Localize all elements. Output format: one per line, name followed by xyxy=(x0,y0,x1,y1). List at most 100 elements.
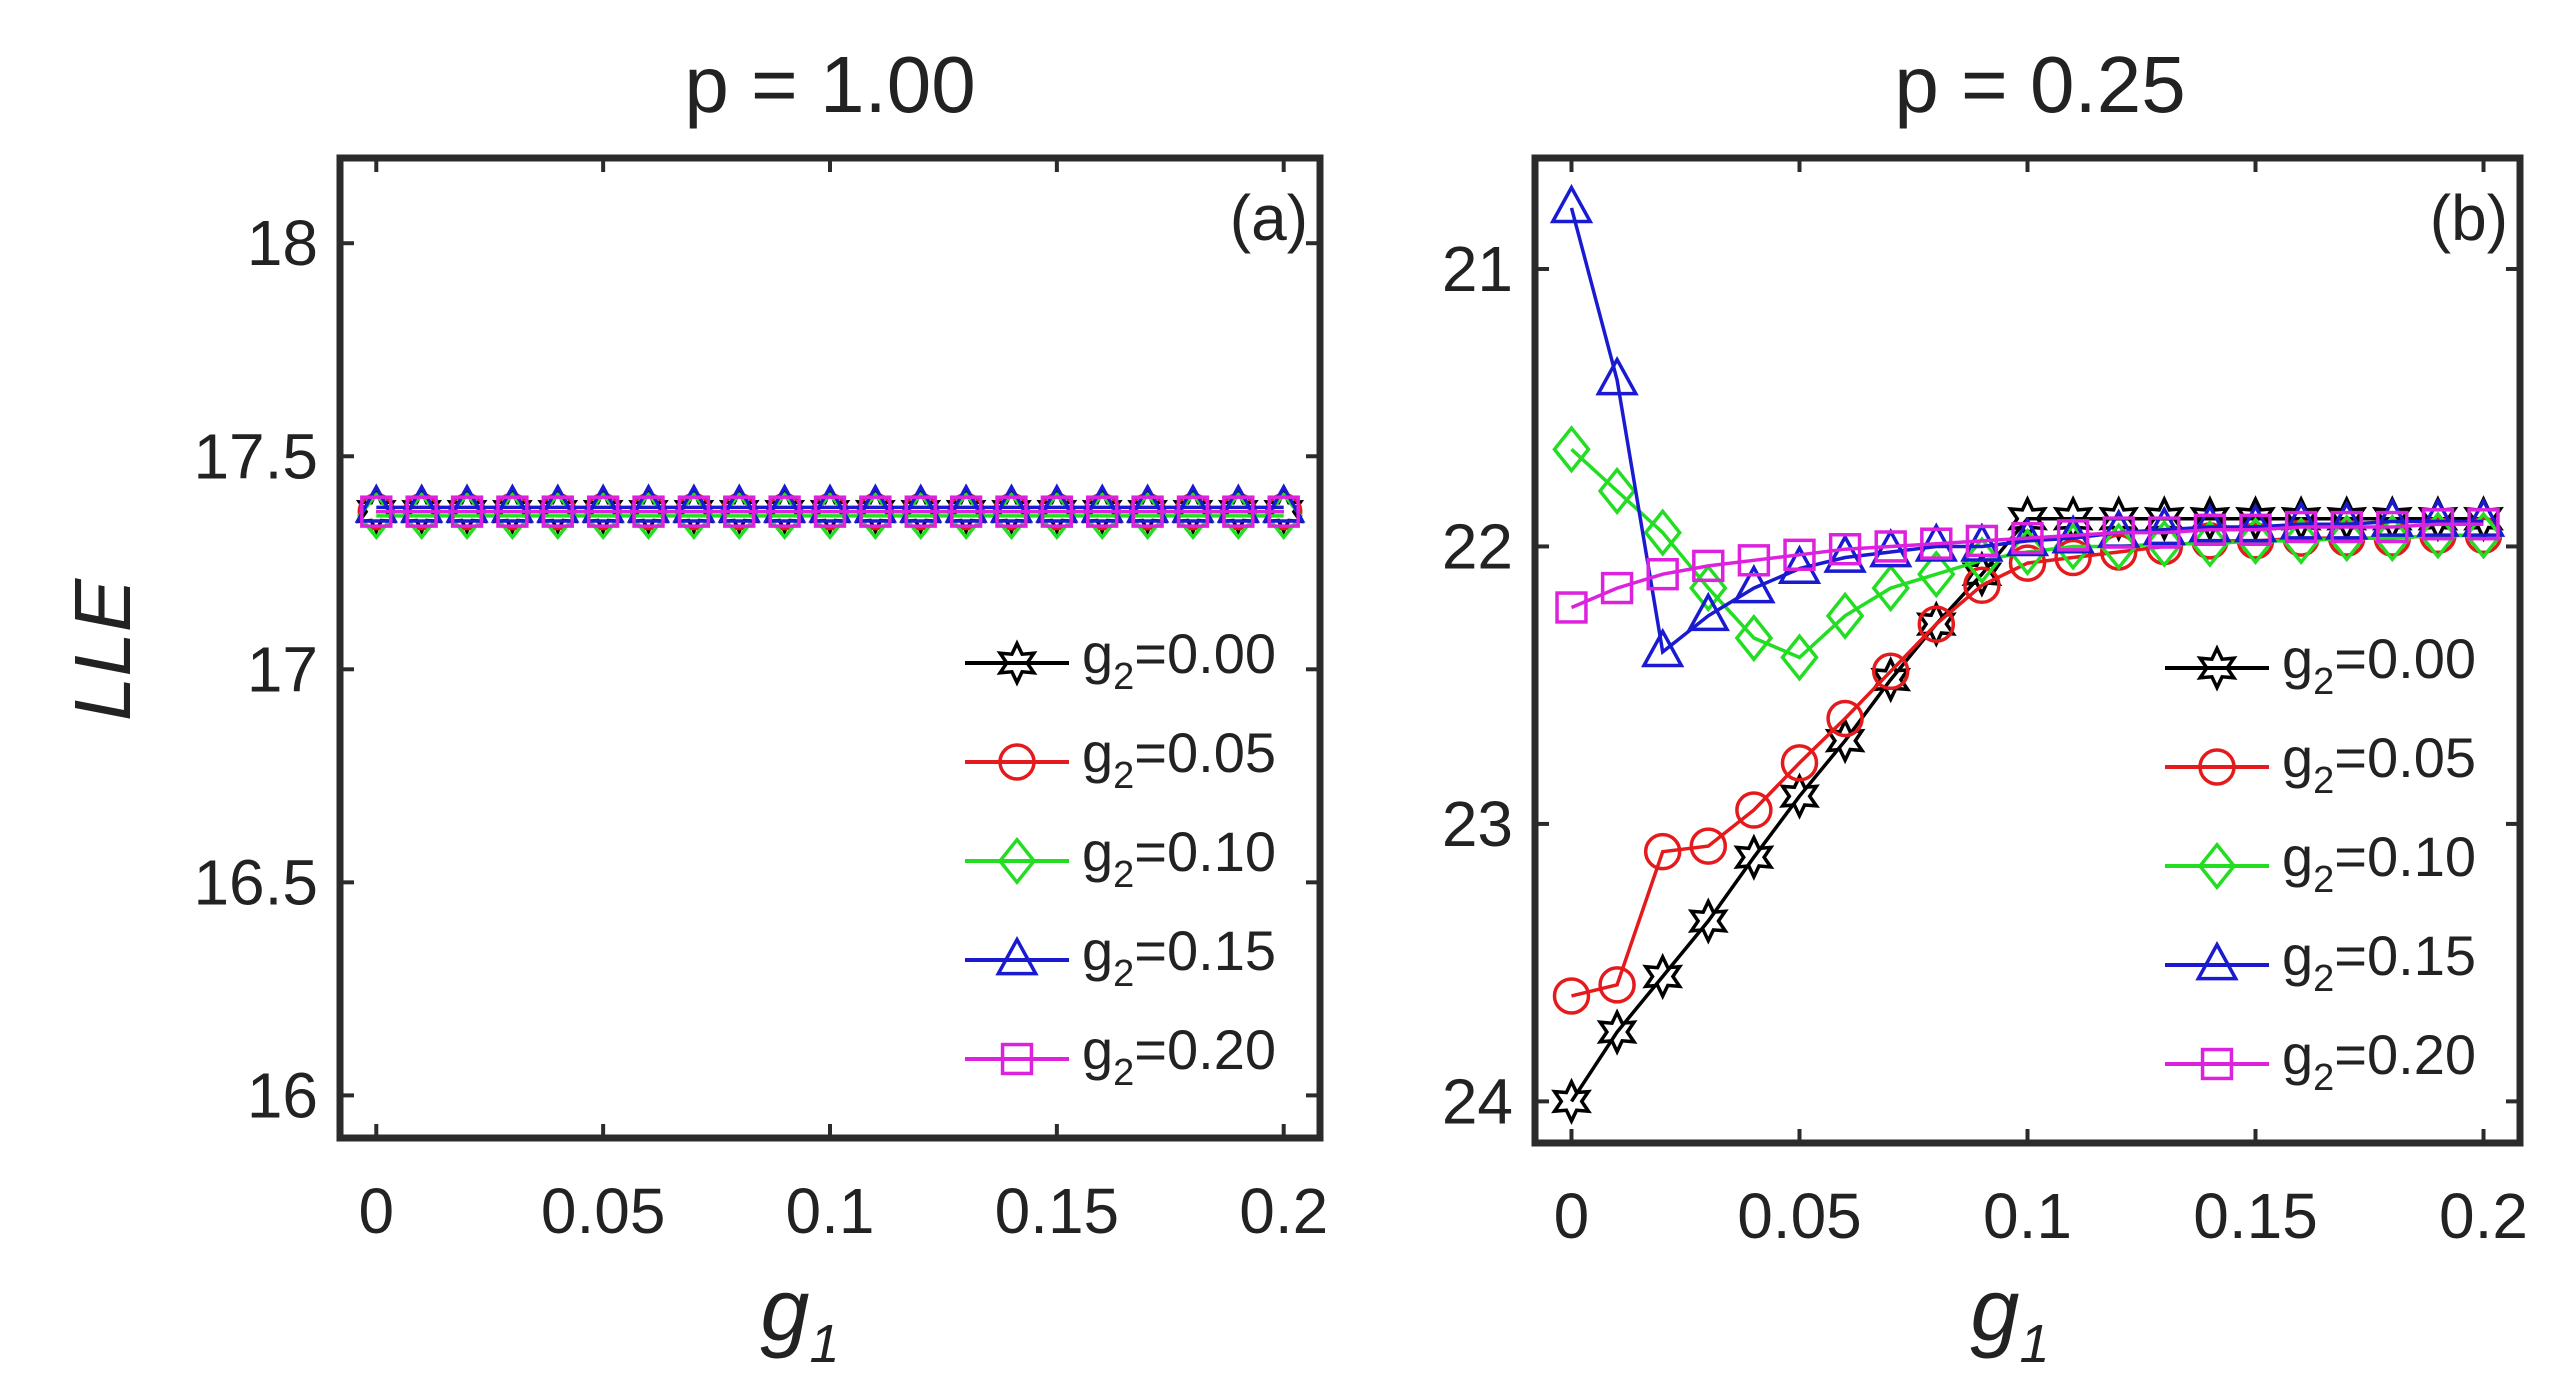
b-data-point xyxy=(2325,500,2369,540)
b-data-point xyxy=(1687,897,1729,945)
b-legend-label-main: g xyxy=(2282,924,2313,987)
a-data-point xyxy=(1035,483,1079,523)
a-legend-marker xyxy=(998,743,1036,781)
b-legend-label-main: g xyxy=(2282,825,2313,888)
b-data-point xyxy=(2376,510,2409,544)
a-xtick-label: 0.05 xyxy=(541,1175,666,1247)
b-data-point xyxy=(1598,966,1636,1004)
a-data-point xyxy=(764,488,806,536)
a-data-point xyxy=(899,483,943,523)
b-data-point xyxy=(2236,516,2275,565)
a-data-point xyxy=(537,488,579,536)
b-data-point xyxy=(1595,355,1639,396)
b-ytick-label: 21 xyxy=(1442,233,1513,305)
a-ytick-label: 16 xyxy=(247,1059,318,1131)
b-data-point xyxy=(1825,591,1865,640)
b-legend-marker xyxy=(2198,748,2236,786)
a-data-point xyxy=(536,483,580,523)
a-xtick-label: 0.15 xyxy=(995,1175,1120,1247)
b-data-point xyxy=(1641,627,1685,668)
a-data-point xyxy=(1176,495,1210,528)
a-ytick-label: 16.5 xyxy=(193,846,318,918)
a-data-point xyxy=(1267,495,1300,528)
b-data-point xyxy=(2188,502,2232,543)
a-legend-label-value: =0.10 xyxy=(1134,820,1276,883)
b-legend-label: g2=0.00 xyxy=(2282,627,2476,703)
a-data-point xyxy=(490,483,535,523)
x-axis-label-a: g1 xyxy=(761,1260,840,1374)
axes-box-b xyxy=(1531,154,2524,1147)
b-data-point xyxy=(1874,530,1907,563)
b-series-line xyxy=(1570,516,2484,1103)
b-data-point xyxy=(2464,511,2503,560)
a-data-point xyxy=(723,495,756,528)
b-data-point xyxy=(1549,183,1594,224)
a-data-point xyxy=(859,495,892,528)
b-data-point xyxy=(1962,536,2002,585)
a-data-point xyxy=(672,483,716,523)
b-data-point xyxy=(2416,497,2460,537)
a-legend-label-main: g xyxy=(1082,622,1113,685)
b-data-point xyxy=(2421,508,2455,541)
b-data-point xyxy=(1552,977,1591,1015)
a-data-point xyxy=(1040,495,1074,528)
a-data-point xyxy=(400,483,444,523)
b-data-point xyxy=(2098,495,2140,543)
a-data-point xyxy=(355,488,397,536)
a-legend-label: g2=0.10 xyxy=(1082,820,1276,896)
b-data-point xyxy=(1779,772,1820,820)
b-data-point xyxy=(2418,511,2458,560)
a-legend-item: g2=0.20 xyxy=(965,1018,1276,1094)
a-data-point xyxy=(628,488,669,536)
b-legend-marker xyxy=(2200,1047,2234,1081)
b-series-line xyxy=(1569,207,2484,656)
a-xtick-label: 0 xyxy=(358,1175,394,1247)
a-legend-label: g2=0.20 xyxy=(1082,1018,1276,1094)
b-data-point xyxy=(1555,591,1588,624)
b-legend-label-sub: 2 xyxy=(2313,760,2334,802)
b-data-point xyxy=(1643,832,1682,871)
b-data-point xyxy=(2142,505,2186,546)
a-legend-item: g2=0.00 xyxy=(965,622,1276,698)
a-data-point xyxy=(945,488,987,536)
a-data-point xyxy=(491,488,533,536)
b-data-point xyxy=(1600,571,1634,605)
x-axis-label-main-b: g xyxy=(1971,1260,2020,1359)
plot-area-b xyxy=(1549,183,2506,1125)
b-data-point xyxy=(2373,514,2412,563)
a-data-point xyxy=(808,483,852,523)
a-data-point xyxy=(405,495,438,528)
b-legend-marker xyxy=(2196,644,2238,692)
b-legend-label-value: =0.00 xyxy=(2334,627,2476,690)
b-data-point xyxy=(2189,495,2231,543)
b-legend-item: g2=0.10 xyxy=(2165,825,2476,901)
b-data-point xyxy=(1734,613,1774,663)
b-data-point xyxy=(2281,516,2321,565)
b-legend-label-sub: 2 xyxy=(2313,1057,2334,1099)
b-data-point xyxy=(1783,538,1816,571)
b-data-point xyxy=(2235,495,2276,543)
b-data-point xyxy=(2102,516,2135,549)
x-axis-label-sub-a: 1 xyxy=(809,1314,839,1374)
a-data-point xyxy=(1036,488,1078,536)
a-legend-marker xyxy=(996,639,1038,687)
a-data-point xyxy=(995,495,1028,528)
a-ytick-label: 17 xyxy=(247,633,318,705)
panel-label-b: (b) xyxy=(2430,182,2508,254)
a-legend-label-value: =0.20 xyxy=(1134,1018,1276,1081)
a-ytick-label: 18 xyxy=(247,207,318,279)
b-data-point xyxy=(2008,544,2047,582)
a-ytick-label: 17.5 xyxy=(193,420,318,492)
a-data-point xyxy=(626,483,671,523)
a-data-point xyxy=(496,495,529,528)
b-data-point xyxy=(2461,497,2506,537)
b-legend-label-main: g xyxy=(2282,627,2313,690)
b-data-point xyxy=(1597,466,1637,516)
b-data-point xyxy=(2148,516,2181,549)
a-data-point xyxy=(717,483,761,523)
b-data-point xyxy=(2056,519,2090,552)
a-data-point xyxy=(854,488,896,536)
